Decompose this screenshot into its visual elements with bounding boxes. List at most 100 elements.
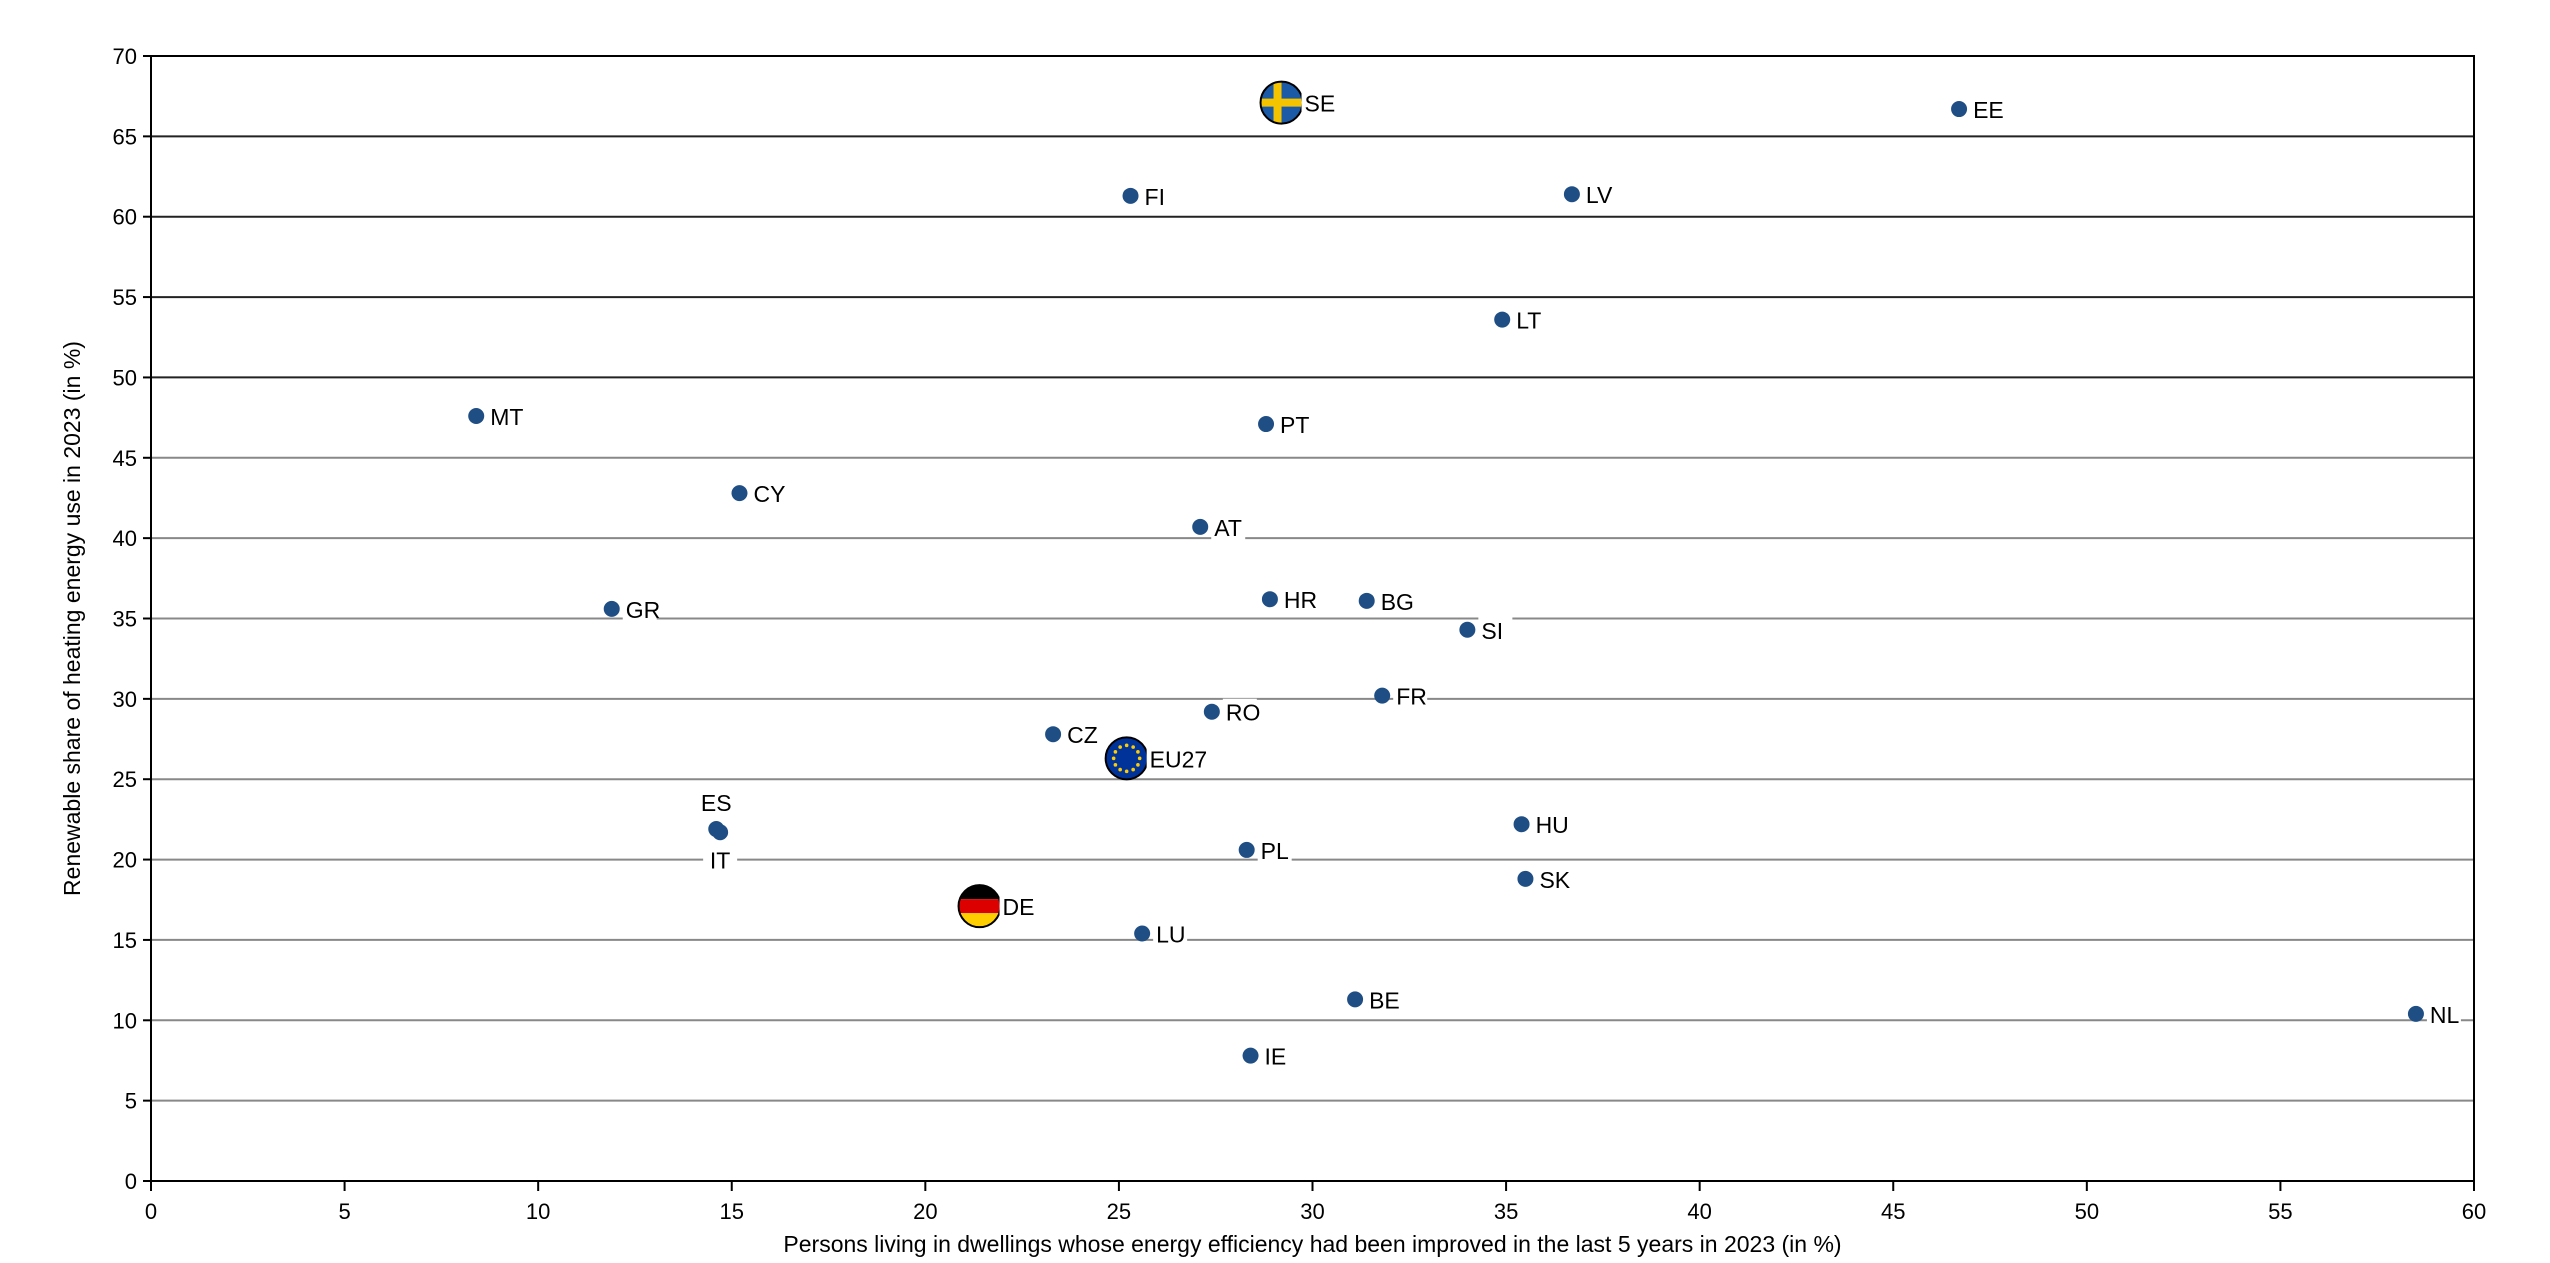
data-point-bg: BG [1358,587,1414,616]
label-background [1513,306,1548,335]
marker [1347,991,1364,1008]
label-background [703,846,738,875]
data-point-it: IT [703,824,738,875]
marker [1203,703,1220,720]
marker [1374,687,1391,704]
star [1136,750,1140,754]
label-background [2426,1000,2461,1029]
y-tick-label: 40 [113,526,137,551]
y-tick-label: 35 [113,607,137,632]
label-background [1970,96,2005,125]
label-background [1277,411,1312,440]
marker [1459,621,1476,638]
star [1111,756,1116,761]
label-background [1478,616,1513,645]
label-background [1377,587,1412,616]
data-point-cz: CZ [1045,721,1099,750]
x-tick-label: 50 [2075,1199,2099,1224]
data-point-nl: NL [2407,1000,2461,1029]
flag-sweden-icon [1260,81,1303,124]
point-label: DE [1003,894,1035,920]
marker [1563,186,1580,203]
label-background [1582,181,1617,210]
y-tick-label: 70 [113,44,137,69]
data-point-ie: IE [1242,1042,1296,1071]
x-tick-label: 5 [338,1199,350,1224]
point-label: IE [1265,1044,1287,1070]
point-label: FR [1396,684,1427,710]
marker [1238,841,1255,858]
x-tick-label: 35 [1494,1199,1518,1224]
data-point-eu27: EU27 [1104,736,1209,781]
data-point-fi: FI [1122,182,1176,211]
label-background [1141,182,1176,211]
label-background [1261,1042,1296,1071]
x-tick-label: 45 [1881,1199,1905,1224]
label-background [1064,721,1099,750]
star [1113,750,1118,754]
point-label: CY [753,481,785,507]
label-background [1153,920,1188,949]
marker [1192,518,1209,535]
x-tick-label: 20 [913,1199,937,1224]
point-label: SK [1539,867,1570,893]
marker [1517,870,1534,887]
label-background [1211,513,1246,542]
y-tick-label: 45 [113,446,137,471]
marker [1513,816,1530,833]
point-label: RO [1226,700,1261,726]
point-label: MT [490,404,523,430]
label-background [1257,836,1292,865]
marker [2407,1005,2424,1022]
data-point-cy: CY [731,480,785,509]
y-tick-label: 25 [113,767,137,792]
y-tick-label: 60 [113,205,137,230]
marker [468,408,485,424]
data-point-be: BE [1347,986,1401,1015]
marker [603,600,620,617]
point-label: LU [1156,922,1185,948]
label-background [487,403,522,431]
star [1131,745,1135,749]
point-label: HU [1536,812,1569,838]
point-label: HR [1284,587,1317,613]
point-label: GR [626,597,661,623]
x-tick-label: 15 [720,1199,744,1224]
y-tick-label: 20 [113,848,137,873]
x-axis-title: Persons living in dwellings whose energy… [783,1231,1841,1257]
point-label: AT [1214,515,1242,541]
y-tick-label: 50 [113,365,137,390]
point-label: IT [710,847,730,873]
y-axis-ticks: 0 5 10 15 20 25 30 35 40 45 50 55 60 65 70 [113,44,151,1194]
x-tick-label: 40 [1687,1199,1711,1224]
marker [1494,311,1511,328]
point-label: LT [1516,308,1541,334]
data-point-mt: MT [468,403,523,431]
flag-eu-icon [1105,737,1148,780]
y-tick-label: 5 [125,1089,137,1114]
data-point-at: AT [1192,513,1246,542]
y-tick-label: 15 [113,928,137,953]
y-tick-label: 10 [113,1008,137,1033]
x-tick-label: 25 [1107,1199,1131,1224]
star [1124,743,1129,748]
y-tick-label: 0 [125,1169,137,1194]
data-point-si: SI [1459,616,1513,645]
point-label: EU27 [1150,746,1208,772]
label-background [1532,811,1567,840]
label-background [1366,986,1401,1015]
point-label: PL [1261,838,1289,864]
y-tick-label: 55 [113,285,137,310]
x-tick-label: 55 [2268,1199,2292,1224]
label-background [1146,745,1209,774]
marker [1134,925,1151,942]
y-tick-label: 30 [113,687,137,712]
data-point-hu: HU [1513,811,1569,840]
data-point-lu: LU [1134,920,1188,949]
data-points: SE EE FI LV LT MT PT CY AT GR HR BG SI FR RO CZ EU27 ES IT… [468,80,2461,1071]
x-tick-label: 30 [1300,1199,1324,1224]
star [1118,745,1122,749]
marker [712,824,729,841]
plot-frame [150,55,2475,1182]
